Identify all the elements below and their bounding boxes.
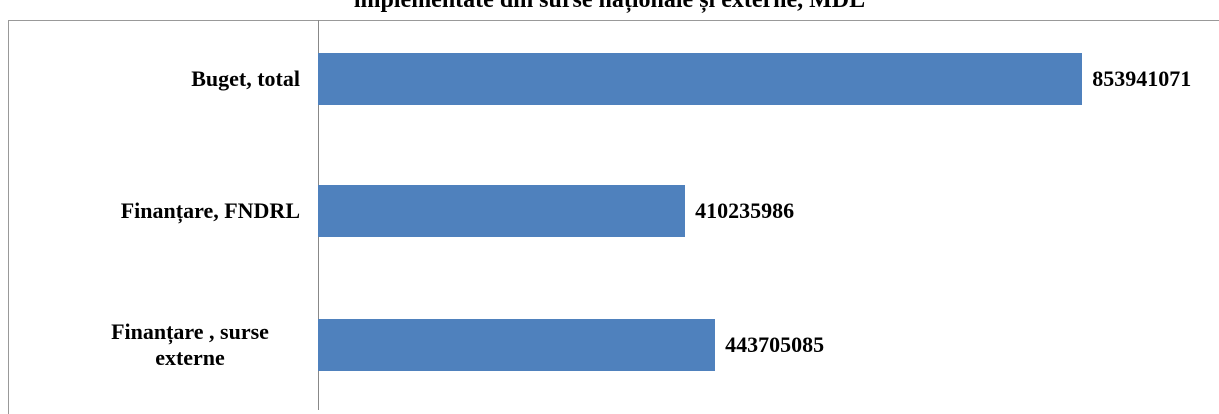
- category-label: Buget, total: [191, 66, 300, 91]
- plot-frame: [8, 20, 1219, 414]
- category-label-box: Finanțare, FNDRL: [0, 198, 300, 224]
- bar: [318, 185, 686, 237]
- value-label: 853941071: [1092, 66, 1192, 91]
- category-label-box: Buget, total: [0, 66, 300, 92]
- category-label: Finanțare , surse externe: [111, 319, 269, 370]
- chart-title: implementate din surse naționale și exte…: [353, 0, 866, 13]
- category-label-box: Finanțare , surse externe: [0, 319, 300, 371]
- value-label: 410235986: [695, 198, 795, 223]
- bar: [318, 53, 1083, 105]
- bar: [318, 319, 716, 371]
- category-label: Finanțare, FNDRL: [120, 198, 300, 223]
- value-label: 443705085: [725, 332, 825, 357]
